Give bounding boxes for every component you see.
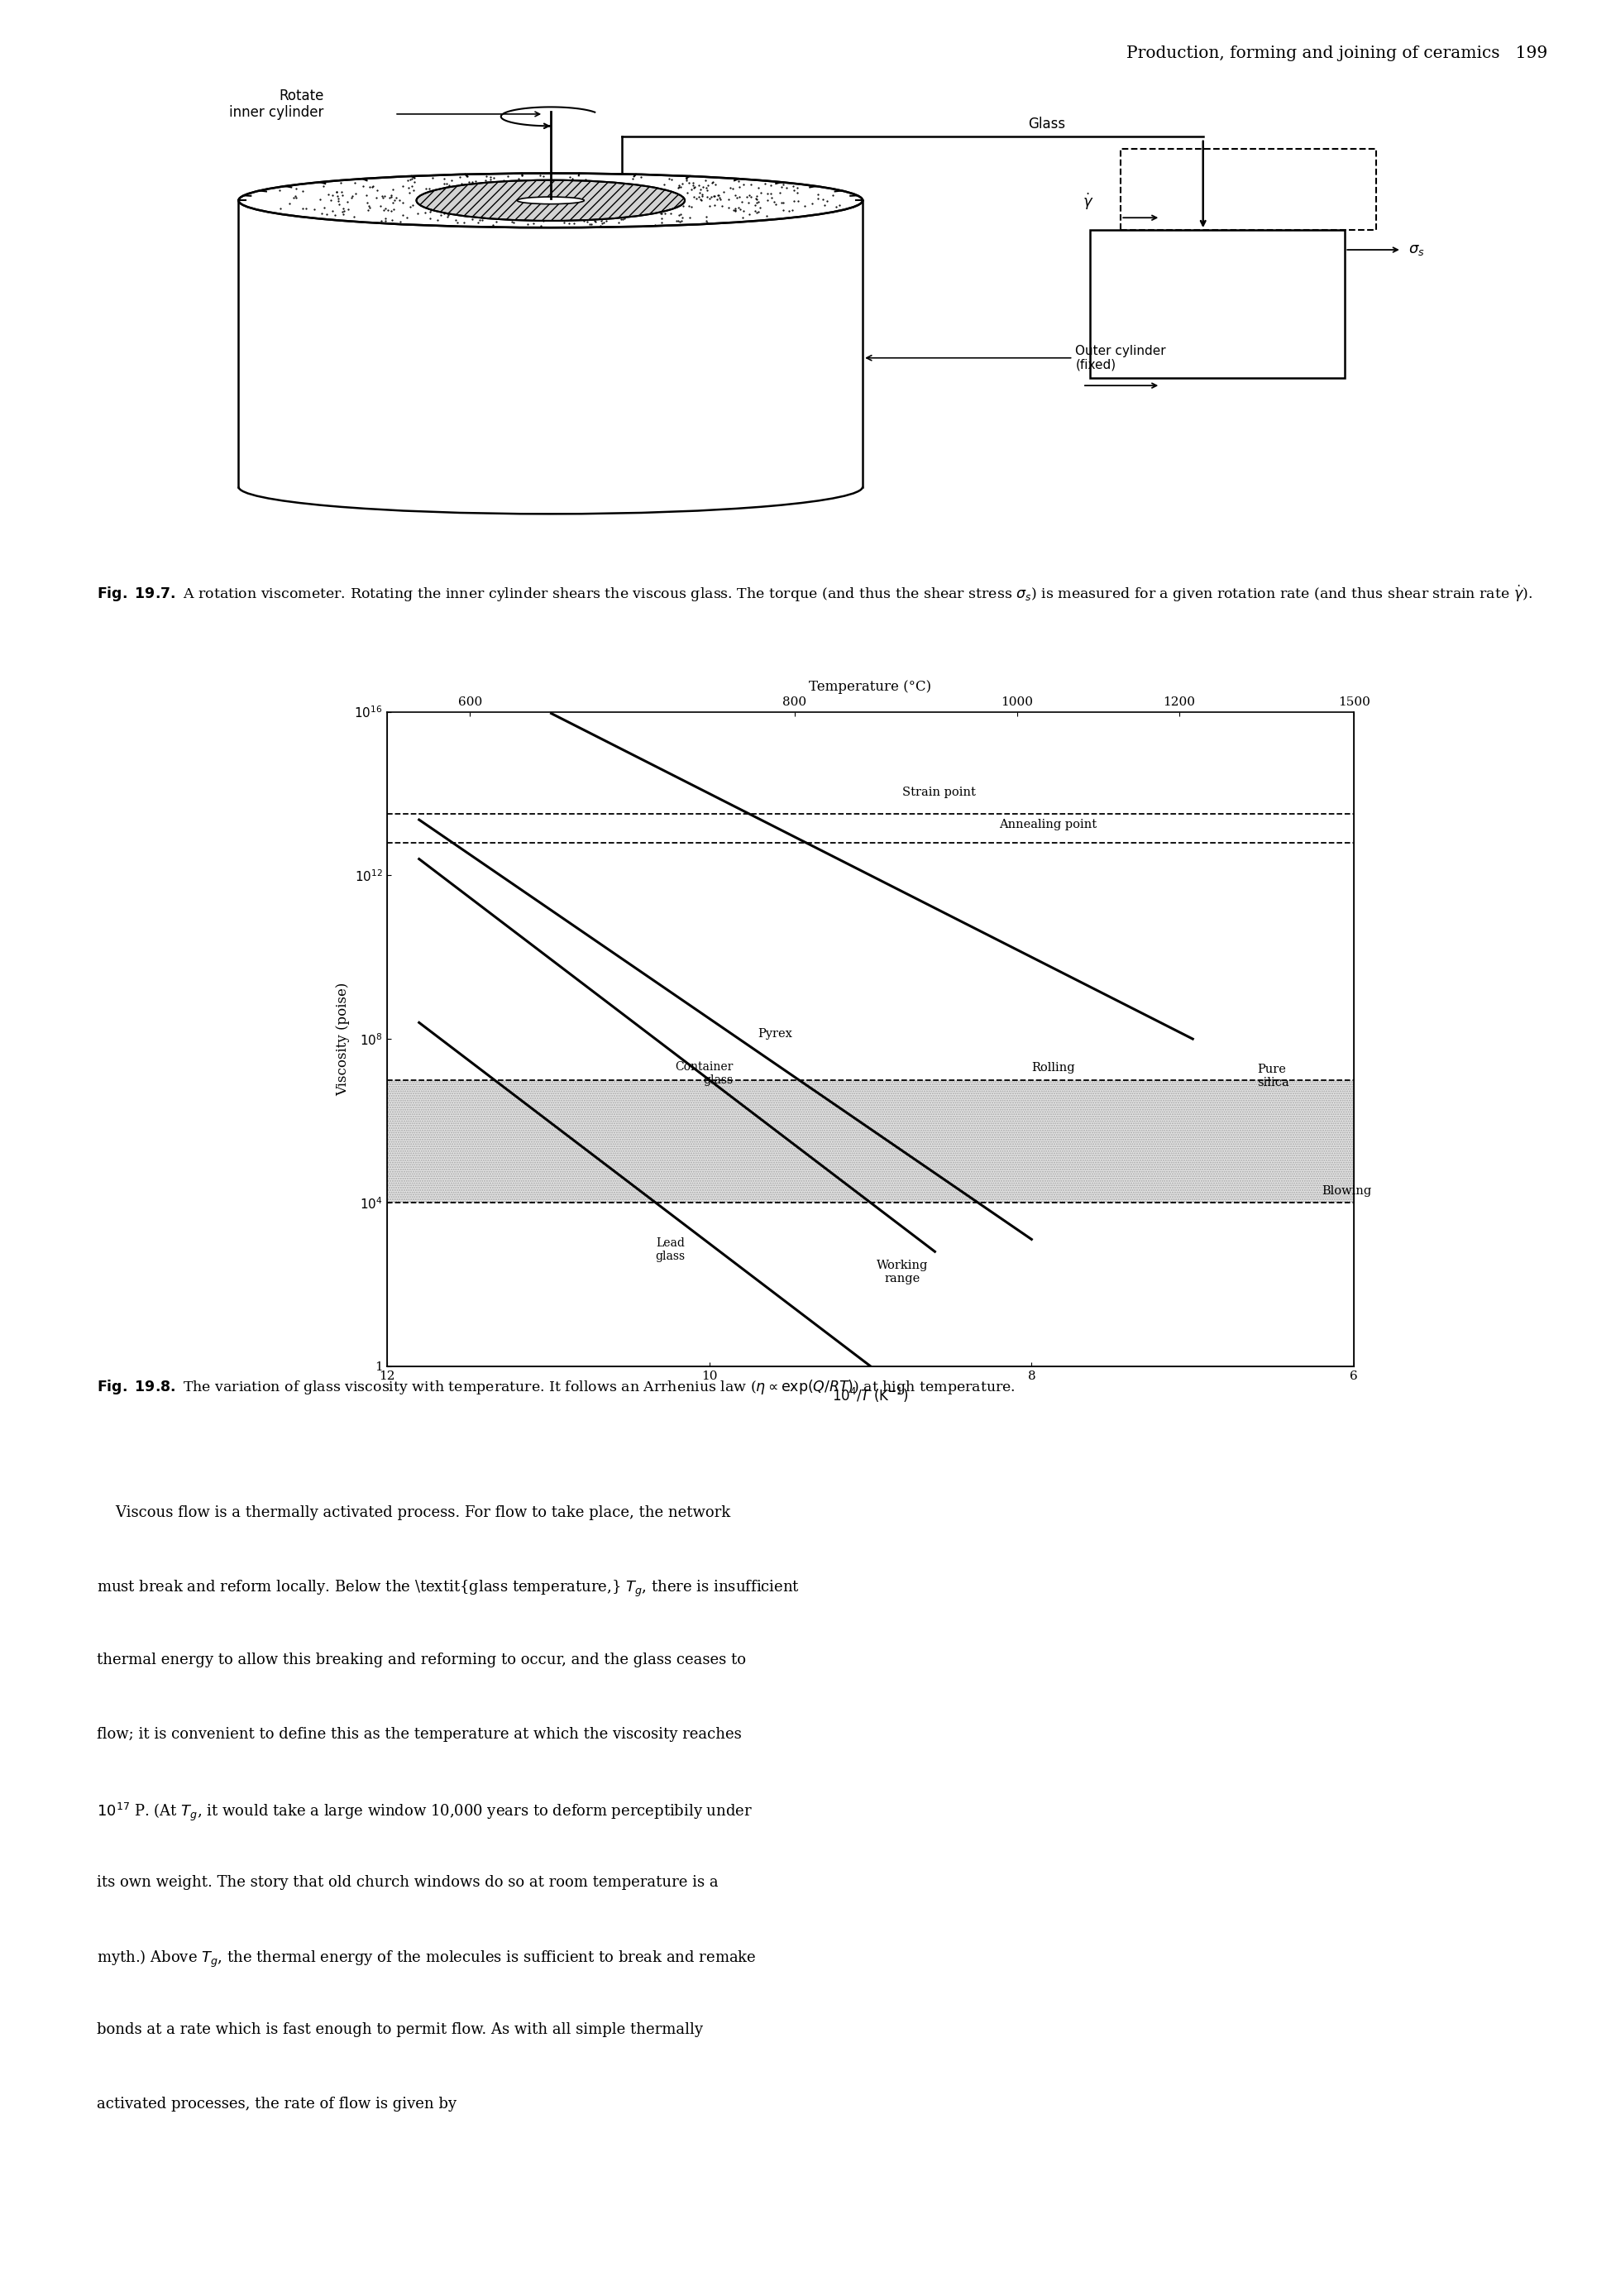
Text: bonds at a rate which is fast enough to permit flow. As with all simple thermall: bonds at a rate which is fast enough to … (97, 2023, 702, 2037)
Text: its own weight. The story that old church windows do so at room temperature is a: its own weight. The story that old churc… (97, 1874, 719, 1890)
Text: Rolling: Rolling (1031, 1063, 1075, 1075)
Text: Annealing point: Annealing point (999, 820, 1097, 831)
Text: $\sigma_s$: $\sigma_s$ (1408, 243, 1424, 257)
Ellipse shape (517, 197, 583, 204)
Text: thermal energy to allow this breaking and reforming to occur, and the glass ceas: thermal energy to allow this breaking an… (97, 1653, 746, 1667)
Y-axis label: Viscosity (poise): Viscosity (poise) (335, 983, 350, 1095)
Text: Lead
glass: Lead glass (654, 1238, 685, 1263)
Text: Container
glass: Container glass (675, 1061, 733, 1086)
Text: Blowing: Blowing (1321, 1185, 1371, 1196)
Text: flow; it is convenient to define this as the temperature at which the viscosity : flow; it is convenient to define this as… (97, 1727, 741, 1743)
X-axis label: $10^4/T\ \mathrm{(K}^{-1}\mathrm{)}$: $10^4/T\ \mathrm{(K}^{-1}\mathrm{)}$ (831, 1387, 909, 1405)
Text: Production, forming and joining of ceramics   199: Production, forming and joining of ceram… (1126, 46, 1547, 62)
Ellipse shape (416, 179, 685, 220)
Text: Strain point: Strain point (902, 785, 976, 797)
Bar (1089, 230, 1344, 379)
Text: Outer cylinder
(fixed): Outer cylinder (fixed) (867, 344, 1165, 372)
Text: Viscous flow is a thermally activated process. For flow to take place, the netwo: Viscous flow is a thermally activated pr… (97, 1506, 730, 1520)
Text: $10^{17}$ P. (At $T_g$, it would take a large window 10,000 years to deform perc: $10^{17}$ P. (At $T_g$, it would take a … (97, 1800, 752, 1823)
Text: activated processes, the rate of flow is given by: activated processes, the rate of flow is… (97, 2096, 456, 2112)
Text: $\bf{Fig.\ 19.8.}$ The variation of glass viscosity with temperature. It follows: $\bf{Fig.\ 19.8.}$ The variation of glas… (97, 1378, 1015, 1396)
Text: $\bf{Fig.\ 19.7.}$ A rotation viscometer. Rotating the inner cylinder shears the: $\bf{Fig.\ 19.7.}$ A rotation viscometer… (97, 583, 1532, 604)
Text: Pure
silica: Pure silica (1257, 1063, 1289, 1088)
Bar (1120, 149, 1376, 230)
Text: myth.) Above $T_g$, the thermal energy of the molecules is sufficient to break a: myth.) Above $T_g$, the thermal energy o… (97, 1949, 756, 1970)
Text: Working
range: Working range (876, 1261, 928, 1286)
Text: Rotate
inner cylinder: Rotate inner cylinder (229, 87, 324, 119)
Text: $\dot{\gamma}$: $\dot{\gamma}$ (1083, 191, 1092, 211)
Text: Pyrex: Pyrex (757, 1029, 791, 1040)
Text: must break and reform locally. Below the \textit{glass temperature,} $T_g$, ther: must break and reform locally. Below the… (97, 1580, 799, 1598)
Text: Glass: Glass (1028, 117, 1065, 131)
Ellipse shape (238, 172, 862, 227)
X-axis label: Temperature (°C): Temperature (°C) (809, 680, 931, 693)
